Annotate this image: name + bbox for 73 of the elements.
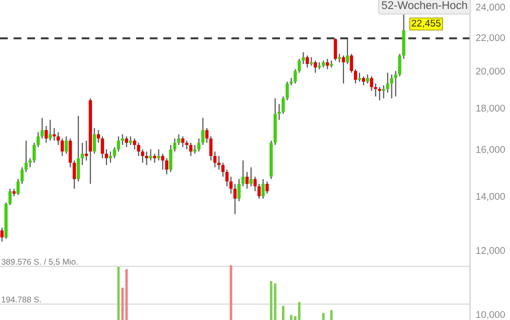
candlestick bbox=[132, 138, 136, 150]
candlestick bbox=[197, 138, 200, 152]
candlestick bbox=[382, 84, 386, 99]
candlestick bbox=[221, 162, 225, 178]
bar bbox=[322, 312, 325, 320]
candlestick bbox=[225, 169, 229, 187]
candlestick bbox=[205, 127, 208, 144]
candlestick bbox=[100, 136, 104, 159]
candlestick bbox=[370, 76, 374, 92]
candlestick bbox=[314, 60, 317, 74]
candlestick bbox=[165, 158, 168, 175]
candlestick bbox=[346, 38, 350, 65]
y-tick-label: 16,000 bbox=[476, 146, 505, 154]
candlestick bbox=[245, 171, 249, 190]
y-tick-label: 20,000 bbox=[476, 68, 505, 76]
candlestick bbox=[116, 136, 120, 152]
bar bbox=[290, 315, 292, 320]
y-tick-label: 12,000 bbox=[476, 247, 505, 256]
candlestick bbox=[141, 148, 144, 164]
candlestick bbox=[213, 150, 217, 168]
ref-line-label: 52-Wochen-Hoch bbox=[382, 0, 467, 10]
candlestick bbox=[354, 68, 358, 84]
candlestick bbox=[8, 188, 12, 206]
candlestick bbox=[262, 178, 265, 200]
candlestick bbox=[306, 54, 309, 68]
y-tick-label: 10,000 bbox=[476, 311, 505, 320]
candlestick bbox=[362, 76, 366, 86]
candlestick bbox=[16, 178, 20, 196]
candlestick bbox=[92, 127, 96, 154]
candlestick bbox=[52, 127, 56, 142]
y-tick-label: 22,000 bbox=[476, 34, 505, 42]
candlestick bbox=[161, 153, 164, 170]
candlestick bbox=[201, 117, 204, 146]
ref-line-label: 389.576 S. / 5,5 Mio. bbox=[2, 258, 78, 266]
candlestick bbox=[253, 176, 257, 192]
candlestick bbox=[390, 74, 394, 99]
annotation: 22,455 bbox=[412, 20, 441, 28]
candlestick bbox=[181, 136, 184, 148]
candlestick bbox=[64, 136, 68, 154]
bar bbox=[274, 283, 276, 320]
candlestick bbox=[229, 176, 233, 194]
candlestick bbox=[342, 54, 346, 84]
y-tick-label: 14,000 bbox=[476, 192, 505, 201]
candlestick bbox=[20, 166, 24, 184]
candlestick bbox=[209, 136, 213, 162]
candlestick bbox=[0, 227, 4, 242]
candlestick bbox=[24, 140, 28, 173]
candlestick bbox=[48, 119, 52, 142]
candlestick bbox=[153, 153, 156, 164]
candlestick bbox=[241, 160, 245, 187]
candlestick bbox=[334, 38, 338, 62]
candlestick bbox=[136, 142, 140, 157]
candlestick bbox=[217, 155, 221, 170]
bar bbox=[270, 281, 272, 320]
y-tick-label: 18,000 bbox=[476, 104, 505, 113]
candlestick bbox=[104, 148, 108, 166]
candlestick bbox=[378, 86, 382, 101]
bar bbox=[298, 302, 300, 320]
candlestick bbox=[257, 183, 261, 200]
candlestick bbox=[84, 140, 88, 162]
candlestick bbox=[189, 142, 192, 157]
bar bbox=[330, 310, 333, 320]
y-tick-label: 24,000 bbox=[476, 4, 505, 12]
bar bbox=[282, 306, 284, 320]
ref-line-label: 194.788 S. bbox=[2, 296, 41, 302]
candlestick bbox=[112, 146, 116, 159]
candlestick bbox=[185, 140, 188, 150]
candlestick bbox=[249, 166, 253, 187]
candlestick bbox=[350, 53, 354, 74]
candlestick bbox=[374, 82, 378, 98]
candlestick bbox=[124, 136, 128, 148]
candlestick bbox=[237, 178, 241, 202]
candlestick bbox=[157, 148, 160, 162]
